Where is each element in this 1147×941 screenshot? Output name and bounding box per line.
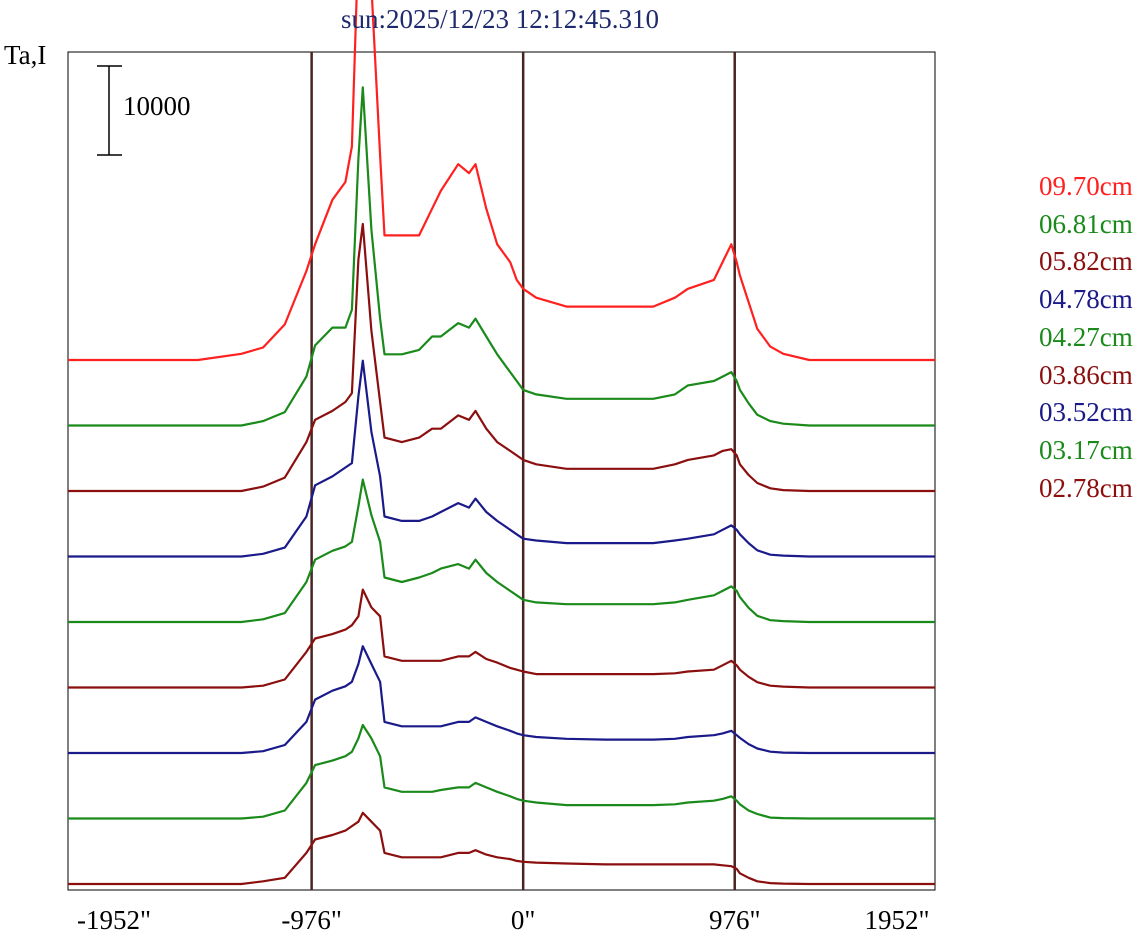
series-line-03.17cm xyxy=(68,723,935,820)
series-lines xyxy=(68,0,935,886)
legend-item: 03.17cm xyxy=(1039,434,1133,465)
series-line-09.70cm xyxy=(68,0,935,362)
legend-item: 04.27cm xyxy=(1039,321,1133,352)
legend-item: 03.86cm xyxy=(1039,359,1133,390)
series-line-04.78cm xyxy=(68,359,935,558)
series-line-02.78cm xyxy=(68,811,935,886)
x-tick-label: -976" xyxy=(281,905,342,935)
plot-frame xyxy=(67,51,936,891)
series-line-03.86cm xyxy=(68,588,935,689)
legend-item: 05.82cm xyxy=(1039,246,1133,277)
legend-item: 04.78cm xyxy=(1039,284,1133,315)
legend-item: 02.78cm xyxy=(1039,472,1133,503)
x-tick-label: -1952" xyxy=(76,905,152,935)
legend: 09.70cm 06.81cm 05.82cm 04.78cm 04.27cm 03.86… xyxy=(1039,168,1133,507)
series-line-06.81cm xyxy=(68,86,935,427)
series-line-04.27cm xyxy=(68,478,935,624)
legend-item: 03.52cm xyxy=(1039,397,1133,428)
scale-bar-label: 10000 xyxy=(123,91,191,121)
x-tick-label: 976" xyxy=(708,905,761,935)
y-axis-label: Ta,I xyxy=(4,40,47,70)
x-tick-label: 0" xyxy=(510,905,536,935)
scale-bar xyxy=(97,65,122,156)
legend-item: 09.70cm xyxy=(1039,171,1133,201)
series-line-05.82cm xyxy=(68,222,935,493)
reference-lines xyxy=(310,52,736,890)
legend-item: 06.81cm xyxy=(1039,208,1133,239)
chart-title: sun:2025/12/23 12:12:45.310 xyxy=(340,4,659,34)
series-line-03.52cm xyxy=(68,645,935,755)
x-tick-label: 1952" xyxy=(864,905,930,935)
